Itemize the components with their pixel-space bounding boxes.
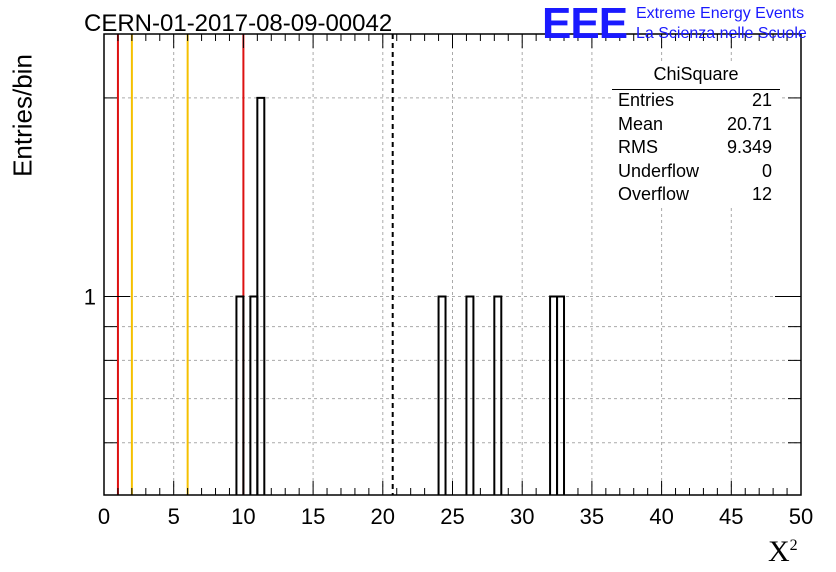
stats-label: Mean xyxy=(618,113,664,134)
histogram-bar xyxy=(437,295,447,495)
logo-line-1: Extreme Energy Events xyxy=(636,5,805,22)
y-axis-label: Entries/bin xyxy=(7,54,38,177)
logo-line-2: La Scienza nelle Scuole xyxy=(636,25,807,42)
stats-row: Underflow 0 xyxy=(612,160,780,184)
stats-value: 21 xyxy=(751,90,772,110)
histogram-bar xyxy=(493,295,503,495)
stats-value: 12 xyxy=(751,184,772,204)
y-tick-label: 1 xyxy=(84,284,96,309)
stats-box-title: ChiSquare xyxy=(653,64,739,84)
x-tick-label: 50 xyxy=(789,504,813,529)
stats-label: Entries xyxy=(618,90,675,110)
x-tick-label: 45 xyxy=(719,504,743,529)
stats-label: Overflow xyxy=(618,184,690,204)
x-axis-label-symbol: X xyxy=(768,535,790,568)
stats-label: Underflow xyxy=(618,160,700,181)
x-tick-label: 40 xyxy=(649,504,673,529)
stats-row: RMS 9.349 xyxy=(612,136,780,160)
histogram-bar xyxy=(556,295,566,495)
chart-title: CERN-01-2017-08-09-00042 xyxy=(84,10,393,37)
stats-label: RMS xyxy=(618,137,658,157)
histogram-bar xyxy=(465,295,475,495)
x-tick-label: 15 xyxy=(301,504,325,529)
x-tick-label: 20 xyxy=(371,504,395,529)
stats-value: 20.71 xyxy=(726,113,772,134)
stats-box: ChiSquare Entries 21 Mean 20.71 RMS 9.349 U… xyxy=(612,64,780,207)
x-tick-label: 35 xyxy=(580,504,604,529)
x-tick-label: 30 xyxy=(510,504,534,529)
histogram-bar xyxy=(256,96,266,495)
x-axis-label-exponent: 2 xyxy=(789,537,798,554)
stats-row: Mean 20.71 xyxy=(612,113,780,137)
stats-value: 9.349 xyxy=(726,137,772,157)
stats-row: Overflow 12 xyxy=(612,183,780,207)
stats-divider xyxy=(612,89,780,90)
x-tick-label: 5 xyxy=(168,504,180,529)
x-tick-label: 25 xyxy=(440,504,464,529)
stats-value: 0 xyxy=(761,160,772,181)
eee-logo: EEE xyxy=(542,0,628,48)
histogram-bar xyxy=(235,295,245,495)
logo-caption: Extreme Energy Events La Scienza nelle S… xyxy=(636,4,807,44)
stats-row: Entries 21 xyxy=(612,89,780,113)
x-axis-label: X2 xyxy=(768,535,798,569)
x-tick-label: 0 xyxy=(98,504,110,529)
x-tick-label: 10 xyxy=(231,504,255,529)
